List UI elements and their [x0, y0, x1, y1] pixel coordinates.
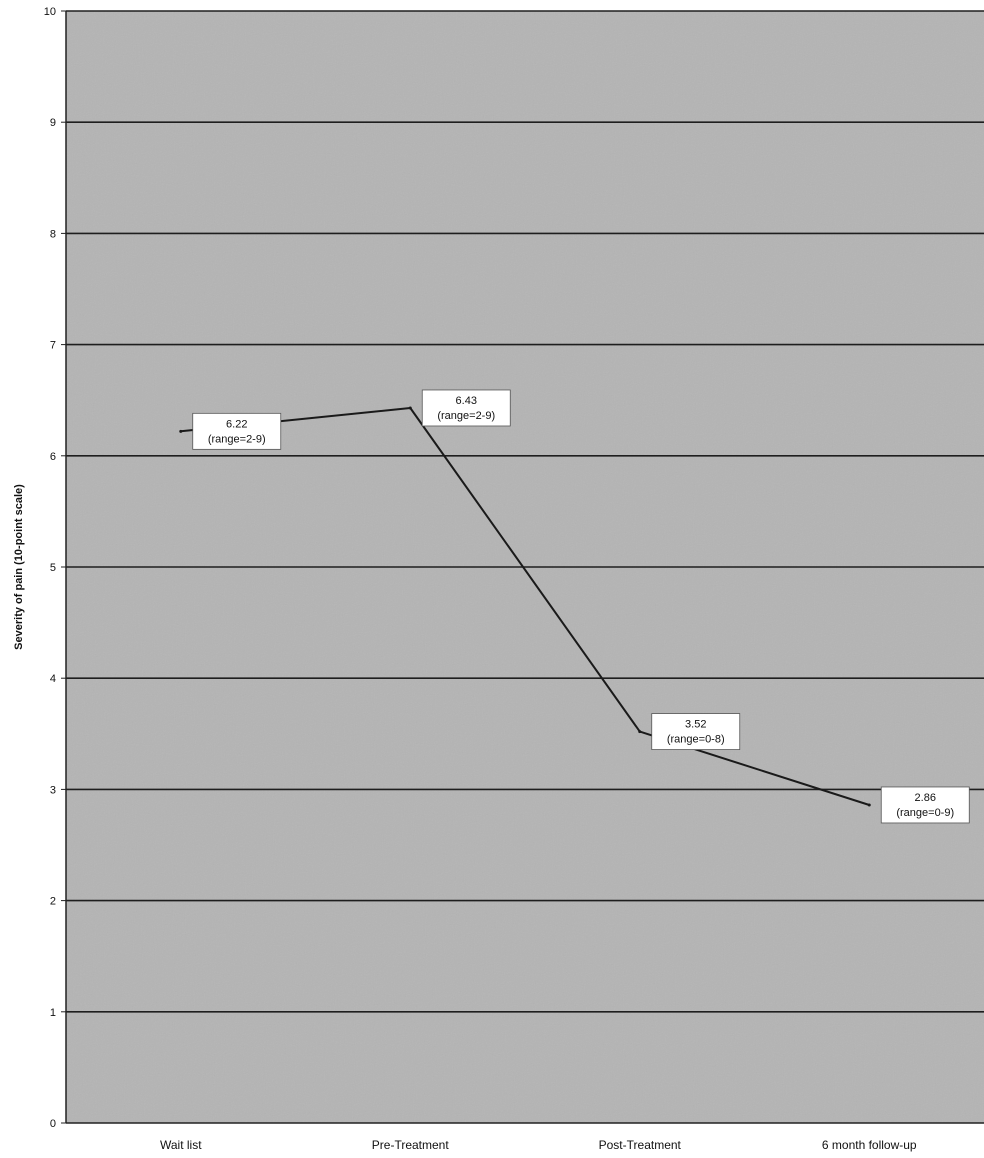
- y-axis-label: Severity of pain (10-point scale): [13, 484, 25, 650]
- x-category-label: Post-Treatment: [599, 1138, 682, 1152]
- data-label: 2.86 (range=0-9): [880, 786, 970, 824]
- y-tick-label: 9: [50, 117, 56, 129]
- data-point: [867, 803, 871, 807]
- x-category-label: 6 month follow-up: [822, 1138, 917, 1152]
- y-tick-label: 10: [44, 6, 56, 18]
- x-axis-categories: Wait list Pre-Treatment Post-Treatment 6 mo…: [160, 1138, 917, 1152]
- gridlines: [66, 10, 984, 1013]
- y-tick-label: 5: [50, 562, 56, 574]
- data-label: 3.52 (range=0-8): [651, 713, 741, 750]
- series-line: [180, 407, 870, 806]
- data-label: 6.43 (range=2-9): [421, 389, 511, 427]
- data-label-range: (range=0-8): [667, 734, 725, 746]
- data-label-range: (range=0-9): [896, 807, 954, 819]
- y-tick-label: 8: [50, 228, 56, 240]
- y-tick-label: 2: [50, 896, 56, 908]
- data-label-value: 3.52: [685, 719, 706, 731]
- data-label: 6.22 (range=2-9): [192, 412, 282, 450]
- y-tick-label: 6: [50, 451, 56, 463]
- data-label-box: [651, 713, 741, 750]
- x-category-label: Wait list: [160, 1138, 202, 1152]
- series-layer: [179, 406, 871, 807]
- data-point: [638, 730, 642, 734]
- data-point: [179, 429, 183, 433]
- y-tick-label: 3: [50, 784, 56, 796]
- data-label-value: 2.86: [915, 792, 936, 804]
- y-tick-label: 4: [50, 673, 56, 685]
- y-tick-label: 0: [50, 1118, 56, 1130]
- data-point: [408, 406, 412, 410]
- data-label-box: [421, 389, 511, 427]
- data-label-value: 6.22: [226, 418, 247, 430]
- data-label-range: (range=2-9): [208, 433, 266, 445]
- data-label-range: (range=2-9): [437, 410, 495, 422]
- data-label-box: [192, 412, 282, 450]
- data-label-box: [880, 786, 970, 824]
- x-category-label: Pre-Treatment: [372, 1138, 450, 1152]
- data-labels: 6.22 (range=2-9) 6.43 (range=2-9) 3.52 (range…: [192, 389, 970, 824]
- y-axis-ticks: 0 1 2 3 4 5 6 7 8 9 10: [44, 6, 66, 1130]
- data-label-value: 6.43: [456, 395, 477, 407]
- y-tick-label: 1: [50, 1007, 56, 1019]
- y-tick-label: 7: [50, 340, 56, 352]
